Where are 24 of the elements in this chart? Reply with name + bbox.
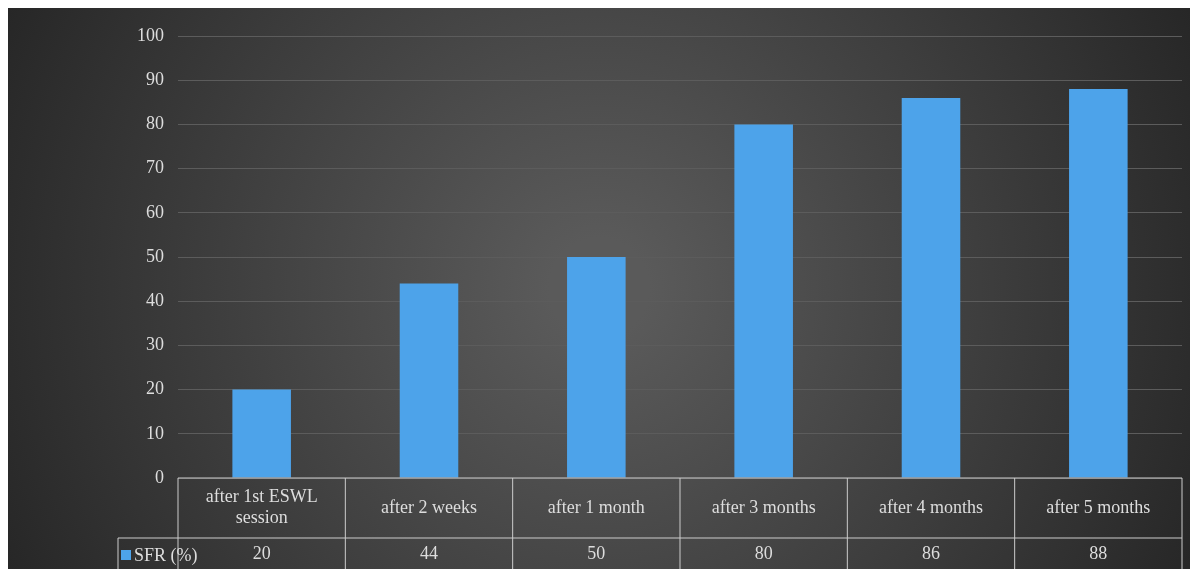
- y-tick-label: 80: [146, 113, 164, 134]
- x-tick-label: after 1st ESWL session: [205, 486, 318, 528]
- legend-label: SFR (%): [134, 544, 198, 566]
- data-label: 80: [754, 543, 773, 564]
- data-label: 86: [922, 543, 940, 564]
- data-label: 88: [1089, 543, 1108, 564]
- x-tick-label: after 4 months: [879, 496, 983, 517]
- y-tick-label: 0: [155, 466, 164, 487]
- x-tick-label: after 3 months: [711, 496, 816, 517]
- y-tick-label: 50: [146, 245, 164, 266]
- y-tick-label: 100: [137, 24, 164, 45]
- y-tick-label: 10: [146, 422, 164, 443]
- x-tick-label: after 2 weeks: [381, 496, 477, 517]
- x-tick-label: after 5 months: [1046, 496, 1151, 517]
- y-tick-label: 90: [146, 68, 164, 89]
- data-label: 44: [420, 543, 438, 564]
- data-label: 20: [252, 543, 271, 564]
- data-label: 50: [587, 543, 606, 564]
- x-tick-label: after 1 month: [547, 496, 645, 517]
- y-tick-label: 40: [146, 289, 164, 310]
- y-tick-label: 70: [146, 157, 164, 178]
- y-tick-label: 20: [146, 378, 164, 399]
- y-tick-label: 60: [146, 201, 164, 222]
- y-tick-label: 30: [146, 334, 164, 355]
